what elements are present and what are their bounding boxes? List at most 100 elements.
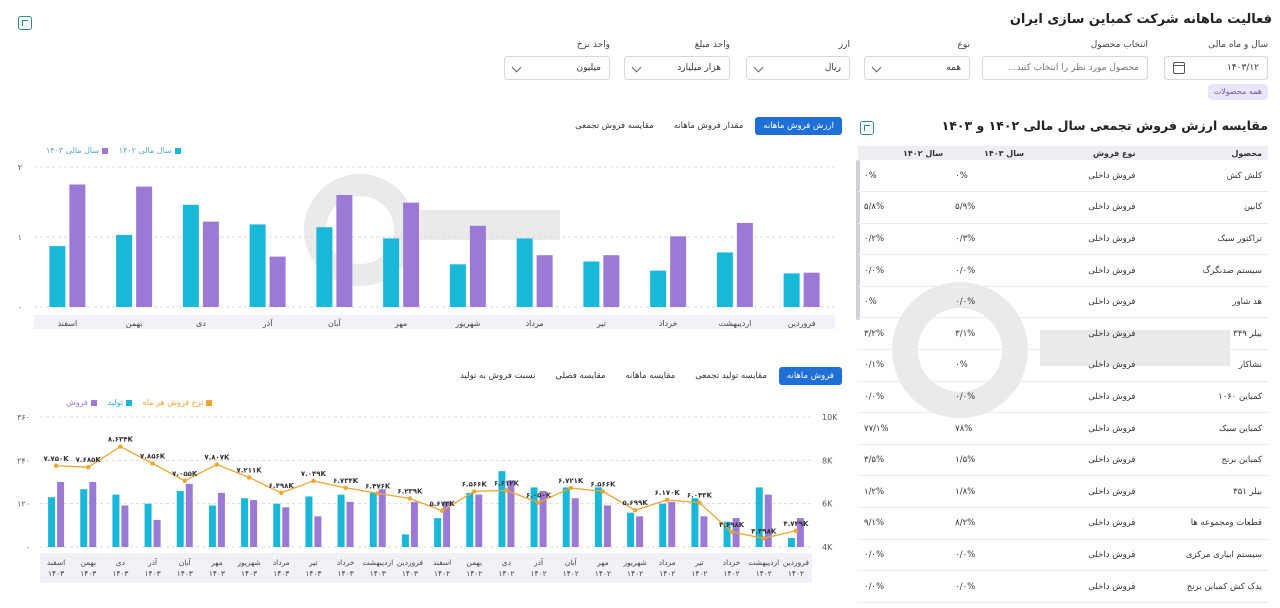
- rate-data-label: ۷.۸۰۷K: [204, 454, 230, 462]
- table-row[interactable]: قطعات ومجموعه ها فروش داخلی ۸/۲% ۹/۱%: [858, 507, 1268, 540]
- bar-1403: [736, 223, 753, 307]
- tab-cumulative-production[interactable]: مقایسه تولید تجمعی: [695, 371, 767, 381]
- bar-production: [787, 537, 795, 547]
- col-sale-type[interactable]: نوع فروش: [1030, 146, 1142, 160]
- bar-sales: [250, 500, 258, 547]
- x-tick-label: خرداد: [659, 319, 678, 328]
- x-tick-label-year: ۱۴۰۲: [788, 569, 804, 578]
- cell-1402: ۰/۰%: [858, 570, 950, 603]
- table-row[interactable]: تراکتور سبک فروش داخلی ۰/۳% ۰/۲%: [858, 223, 1268, 256]
- chart1-legend: سال مالی ۱۴۰۲ سال مالی ۱۴۰۳: [46, 146, 184, 155]
- tab-monthly-sales-value[interactable]: ارزش فروش ماهانه: [755, 117, 842, 135]
- bar-production: [80, 489, 88, 547]
- x-tick-label: آذر: [262, 318, 273, 328]
- bar-1402: [116, 234, 133, 307]
- tab-sales-to-production[interactable]: نسبت فروش به تولید: [459, 371, 536, 381]
- cell-1403: ۰/۰%: [949, 254, 1031, 287]
- bar-1403: [469, 225, 486, 307]
- chevron-down-icon: [753, 62, 764, 73]
- cell-1402: ۰%: [858, 286, 950, 319]
- all-products-chip[interactable]: همه محصولات: [1207, 84, 1268, 100]
- bar-sales: [796, 518, 804, 547]
- rate-point: [600, 489, 606, 494]
- y-tick-label-left: ۳۶۰: [17, 413, 30, 422]
- col-1402[interactable]: سال ۱۴۰۲: [858, 146, 950, 160]
- bar-sales: [539, 491, 547, 547]
- tab-monthly-comparison[interactable]: مقایسه ماهانه: [625, 371, 676, 381]
- bar-sales: [121, 505, 129, 547]
- bar-production: [659, 503, 667, 547]
- bar-production: [530, 487, 538, 547]
- expand-icon[interactable]: [860, 121, 874, 135]
- cell-sale-type: فروش داخلی: [1030, 254, 1142, 287]
- x-tick-label-year: ۱۴۰۲: [691, 569, 707, 578]
- currency-select[interactable]: ریال: [746, 56, 850, 80]
- table-row[interactable]: یدک کش کمباین برنج فروش داخلی ۰/۰% ۰/۰%: [858, 570, 1268, 603]
- bar-1402: [249, 224, 266, 307]
- y-tick-label-left: ۲۴۰: [17, 456, 30, 465]
- x-tick-label-year: ۱۴۰۲: [627, 569, 643, 578]
- tab-monthly-sales[interactable]: فروش ماهانه: [778, 367, 842, 385]
- table-row[interactable]: کابین فروش داخلی ۵/۹% ۵/۸%: [858, 191, 1268, 224]
- rate-data-label: ۶.۵۶۶K: [590, 480, 616, 488]
- col-product[interactable]: محصول: [1141, 146, 1268, 160]
- x-tick-label: فروردین: [788, 319, 816, 328]
- cell-product: کابین: [1141, 191, 1268, 224]
- year-picker[interactable]: ۱۴۰۳/۱۲: [1164, 56, 1268, 80]
- x-tick-label: خرداد: [723, 558, 741, 567]
- x-tick-label: مرداد: [526, 319, 544, 328]
- x-tick-label-year: ۱۴۰۲: [434, 569, 450, 578]
- rate-line: [56, 445, 797, 540]
- amount-unit-select[interactable]: هزار میلیارد: [624, 56, 730, 80]
- x-tick-label: دی: [502, 558, 511, 567]
- bar-sales: [314, 516, 322, 547]
- cell-sale-type: فروش داخلی: [1030, 349, 1142, 382]
- table-row[interactable]: کمباین ۱۰۶۰ فروش داخلی ۰/۰% ۰/۰%: [858, 381, 1268, 414]
- cell-product: هد شاور: [1141, 286, 1268, 319]
- bar-1402: [783, 273, 800, 307]
- table-row[interactable]: نشاکار فروش داخلی ۰% ۰/۱%: [858, 349, 1268, 382]
- legend-swatch: [206, 399, 213, 406]
- table-row[interactable]: سیستم ضدنگرگ فروش داخلی ۰/۰% ۰/۰%: [858, 254, 1268, 287]
- table-title: مقایسه ارزش فروش تجمعی سال مالی ۱۴۰۲ و ۱…: [941, 118, 1268, 133]
- rate-point: [536, 500, 541, 505]
- cell-1402: ۰/۰%: [858, 539, 950, 572]
- rate-data-label: ۵.۶۷۳K: [429, 500, 455, 508]
- expand-icon[interactable]: [18, 16, 32, 30]
- bar-production: [273, 503, 281, 547]
- rate-point: [150, 461, 155, 466]
- x-tick-label: مهر: [210, 558, 223, 567]
- bar-sales: [764, 494, 772, 547]
- table-row[interactable]: کمباین سبک فروش داخلی ۷۸% ۷۷/۱%: [858, 412, 1268, 445]
- x-tick-label: تیر: [596, 319, 606, 328]
- bar-1403: [536, 255, 553, 307]
- table-row[interactable]: هد شاور فروش داخلی ۰/۰% ۰%: [858, 286, 1268, 319]
- table-row[interactable]: سیستم ابیاری مرکزی فروش داخلی ۰/۰% ۰/۰%: [858, 539, 1268, 572]
- table-row[interactable]: کلش کش فروش داخلی ۰% ۰%: [858, 160, 1268, 193]
- cell-1402: ۱/۲%: [858, 475, 950, 509]
- bar-production: [466, 492, 474, 547]
- product-select[interactable]: محصول مورد نظر را انتخاب کنید...: [982, 56, 1148, 80]
- tab-seasonal-comparison[interactable]: مقایسه فصلی: [555, 371, 606, 381]
- table-row[interactable]: کمباین برنج فروش داخلی ۱/۵% ۳/۵%: [858, 444, 1268, 477]
- rate-data-label: ۶.۲۳۹K: [397, 487, 423, 495]
- rate-unit-select[interactable]: میلیون: [504, 56, 610, 80]
- bar-1403: [69, 184, 86, 307]
- cell-product: تراکتور سبک: [1141, 223, 1268, 256]
- table-row[interactable]: بیلر ۳۵۱ فروش داخلی ۱/۸% ۱/۲%: [858, 475, 1268, 509]
- x-tick-label: اردیبهشت: [718, 319, 751, 328]
- tab-cumulative-sales[interactable]: مقایسه فروش تجمعی: [575, 121, 654, 131]
- chart2-tabs: فروش ماهانه مقایسه تولید تجمعی مقایسه ما…: [460, 367, 842, 385]
- cell-product: یدک کش کمباین برنج: [1141, 570, 1268, 603]
- type-select[interactable]: همه: [864, 56, 970, 80]
- col-1403[interactable]: سال ۱۴۰۳: [949, 146, 1031, 160]
- cell-1402: ۳/۵%: [858, 444, 950, 477]
- cell-sale-type: فروش داخلی: [1030, 223, 1142, 256]
- x-axis-band: [34, 315, 835, 329]
- table-row[interactable]: بیلر ۳۴۹ فروش داخلی ۳/۱% ۳/۲%: [858, 317, 1268, 351]
- bar-production: [723, 521, 731, 547]
- rate-data-label: ۴.۶۹۸K: [719, 521, 745, 529]
- x-tick-label: خرداد: [337, 558, 355, 567]
- rate-point: [182, 478, 187, 484]
- tab-monthly-sales-quantity[interactable]: مقدار فروش ماهانه: [673, 121, 744, 131]
